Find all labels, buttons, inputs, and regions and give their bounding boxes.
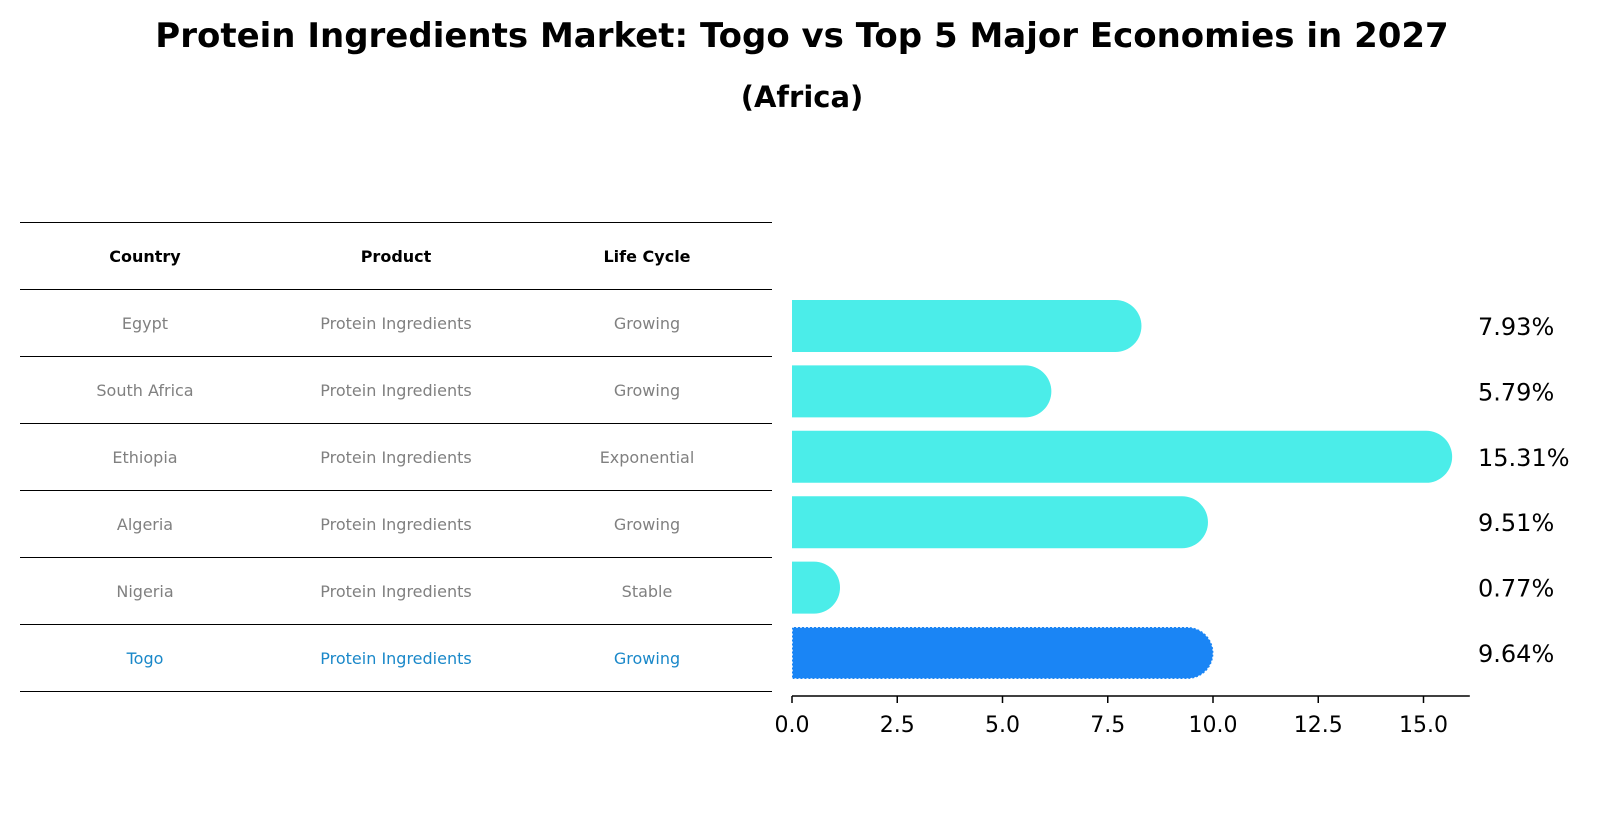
life-cycle-cell: Exponential: [599, 447, 695, 467]
bar-south-africa: [792, 365, 1052, 418]
table-row: Egypt Protein Ingredients Growing: [20, 290, 772, 357]
table-row: Algeria Protein Ingredients Growing: [20, 491, 772, 558]
country-cell: Egypt: [121, 313, 169, 333]
value-label: 0.77%: [1478, 575, 1554, 603]
x-tick-label: 5.0: [985, 713, 1020, 738]
x-tick-label: 12.5: [1294, 713, 1343, 738]
bar-ethiopia: [792, 430, 1453, 483]
x-tick-label: 10.0: [1189, 713, 1238, 738]
value-label: 9.64%: [1478, 640, 1554, 668]
life-cycle-cell: Growing: [613, 380, 681, 400]
product-cell: Protein Ingredients: [320, 313, 472, 333]
country-cell: Algeria: [116, 514, 174, 534]
x-tick-label: 0.0: [775, 713, 810, 738]
table-header-row: Country Product Life Cycle: [20, 222, 772, 290]
life-cycle-cell: Stable: [621, 581, 673, 601]
value-label: 15.31%: [1478, 444, 1570, 472]
chart-title: Protein Ingredients Market: Togo vs Top …: [155, 16, 1449, 56]
table-row: South Africa Protein Ingredients Growing: [20, 357, 772, 424]
value-label: 5.79%: [1478, 378, 1554, 406]
life-cycle-cell: Growing: [613, 514, 681, 534]
bar-togo: [791, 626, 1215, 680]
product-cell: Protein Ingredients: [320, 514, 472, 534]
bar-nigeria: [792, 561, 841, 614]
bar-egypt: [792, 300, 1142, 352]
country-cell: Togo: [126, 648, 164, 668]
product-cell: Protein Ingredients: [320, 380, 472, 400]
value-label: 7.93%: [1478, 313, 1554, 341]
x-tick-label: 15.0: [1399, 713, 1448, 738]
table-row: Nigeria Protein Ingredients Stable: [20, 558, 772, 625]
header-country: Country: [109, 246, 181, 266]
x-tick-label: 2.5: [880, 713, 915, 738]
country-cell: Ethiopia: [112, 447, 178, 467]
value-label: 9.51%: [1478, 509, 1554, 537]
product-cell: Protein Ingredients: [320, 447, 472, 467]
header-product: Product: [360, 246, 432, 266]
chart-subtitle: (Africa): [740, 80, 864, 114]
life-cycle-cell: Growing: [613, 648, 681, 668]
table-row: Ethiopia Protein Ingredients Exponential: [20, 424, 772, 491]
x-tick-label: 7.5: [1090, 713, 1125, 738]
bar-algeria: [792, 496, 1208, 549]
country-cell: South Africa: [96, 380, 194, 400]
header-life-cycle: Life Cycle: [603, 246, 691, 266]
product-cell: Protein Ingredients: [320, 581, 472, 601]
product-cell: Protein Ingredients: [320, 648, 472, 668]
country-table: Country Product Life Cycle Egypt Protein…: [20, 222, 772, 692]
life-cycle-cell: Growing: [613, 313, 681, 333]
country-cell: Nigeria: [116, 581, 174, 601]
table-row-highlighted: Togo Protein Ingredients Growing: [20, 625, 772, 692]
